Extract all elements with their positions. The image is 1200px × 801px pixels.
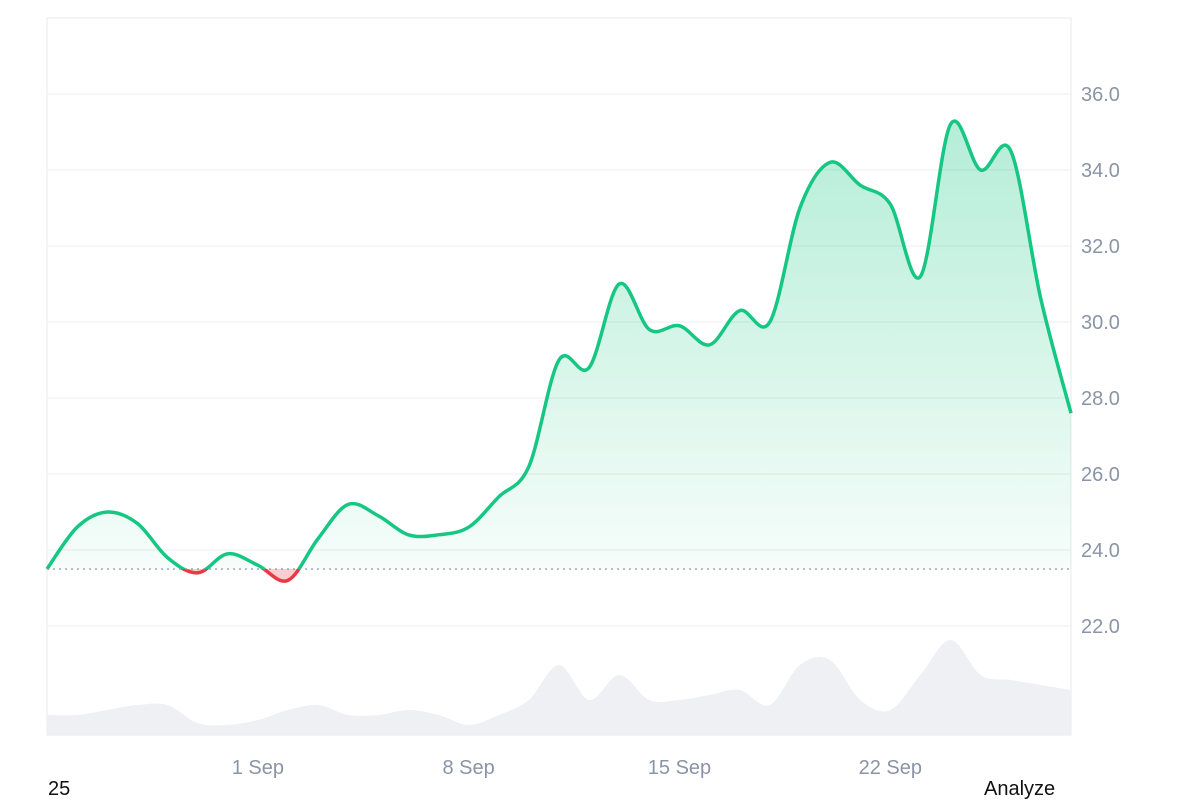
footer-left-text: 25	[48, 778, 71, 800]
y-tick-label: 28.0	[1081, 388, 1120, 410]
y-tick-label: 32.0	[1081, 236, 1120, 258]
x-tick-label: 15 Sep	[648, 757, 711, 779]
y-tick-label: 30.0	[1081, 312, 1120, 334]
y-tick-label: 26.0	[1081, 464, 1120, 486]
y-axis-ticks: 22.0 24.0 26.0 28.0 30.0 32.0 34.0 36.0	[1081, 84, 1120, 638]
y-tick-label: 36.0	[1081, 84, 1120, 106]
volume-area	[47, 640, 1071, 735]
price-area-above	[47, 121, 1071, 569]
price-line-above	[45, 119, 1073, 569]
x-tick-label: 22 Sep	[859, 757, 922, 779]
y-tick-label: 22.0	[1081, 616, 1120, 638]
x-tick-label: 8 Sep	[443, 757, 495, 779]
y-tick-label: 24.0	[1081, 540, 1120, 562]
y-tick-label: 34.0	[1081, 160, 1120, 182]
x-tick-label: 1 Sep	[232, 757, 284, 779]
analyze-link[interactable]: Analyze	[984, 778, 1056, 800]
x-axis-ticks: 1 Sep 8 Sep 15 Sep 22 Sep	[232, 757, 922, 779]
